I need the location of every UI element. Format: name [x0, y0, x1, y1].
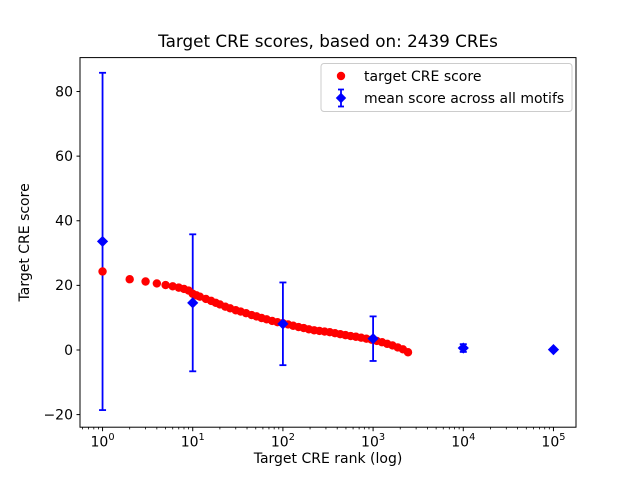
x-axis-tick-label: 100	[91, 432, 115, 451]
mean-score-point	[96, 235, 109, 248]
x-axis-tick-label: 102	[271, 432, 295, 451]
y-axis-tick-label: −20	[43, 407, 73, 423]
legend-frame	[320, 63, 573, 112]
target-score-point	[98, 267, 107, 276]
y-axis-label: Target CRE score	[17, 183, 33, 302]
target-score-point	[161, 280, 170, 290]
mean-score-point	[457, 342, 469, 354]
y-axis-tick-label: 60	[55, 149, 73, 165]
y-axis-tick-label: 80	[55, 84, 73, 100]
y-axis-tick-label: 20	[55, 278, 73, 294]
y-axis-tick-label: 40	[55, 214, 73, 230]
x-axis-tick-label: 101	[181, 432, 205, 451]
mean-score-point	[187, 297, 199, 309]
plot-border	[79, 57, 577, 428]
target-score-point	[141, 277, 150, 286]
legend-entry-label: target CRE score	[364, 69, 481, 85]
x-axis-tick-label: 105	[541, 432, 565, 451]
y-axis-tick-label: 0	[64, 343, 73, 359]
target-score-point	[152, 279, 162, 288]
mean-score-point	[547, 344, 560, 356]
x-axis-tick-label: 104	[451, 432, 475, 451]
chart-title: Target CRE scores, based on: 2439 CREs	[157, 31, 498, 51]
target-score-point	[125, 275, 134, 284]
legend-circle-icon	[336, 71, 346, 81]
plot-area	[80, 57, 576, 428]
mean-score-point	[277, 318, 289, 330]
legend-entry-label: mean score across all motifs	[364, 91, 564, 107]
target-score-point	[403, 348, 413, 357]
legend-diamond-icon	[335, 92, 347, 104]
legend-box: target CRE score mean score across all mo…	[320, 63, 573, 112]
x-axis-label: Target CRE rank (log)	[253, 451, 403, 467]
x-axis-tick-label: 103	[361, 432, 385, 451]
mean-score-point	[367, 333, 379, 345]
